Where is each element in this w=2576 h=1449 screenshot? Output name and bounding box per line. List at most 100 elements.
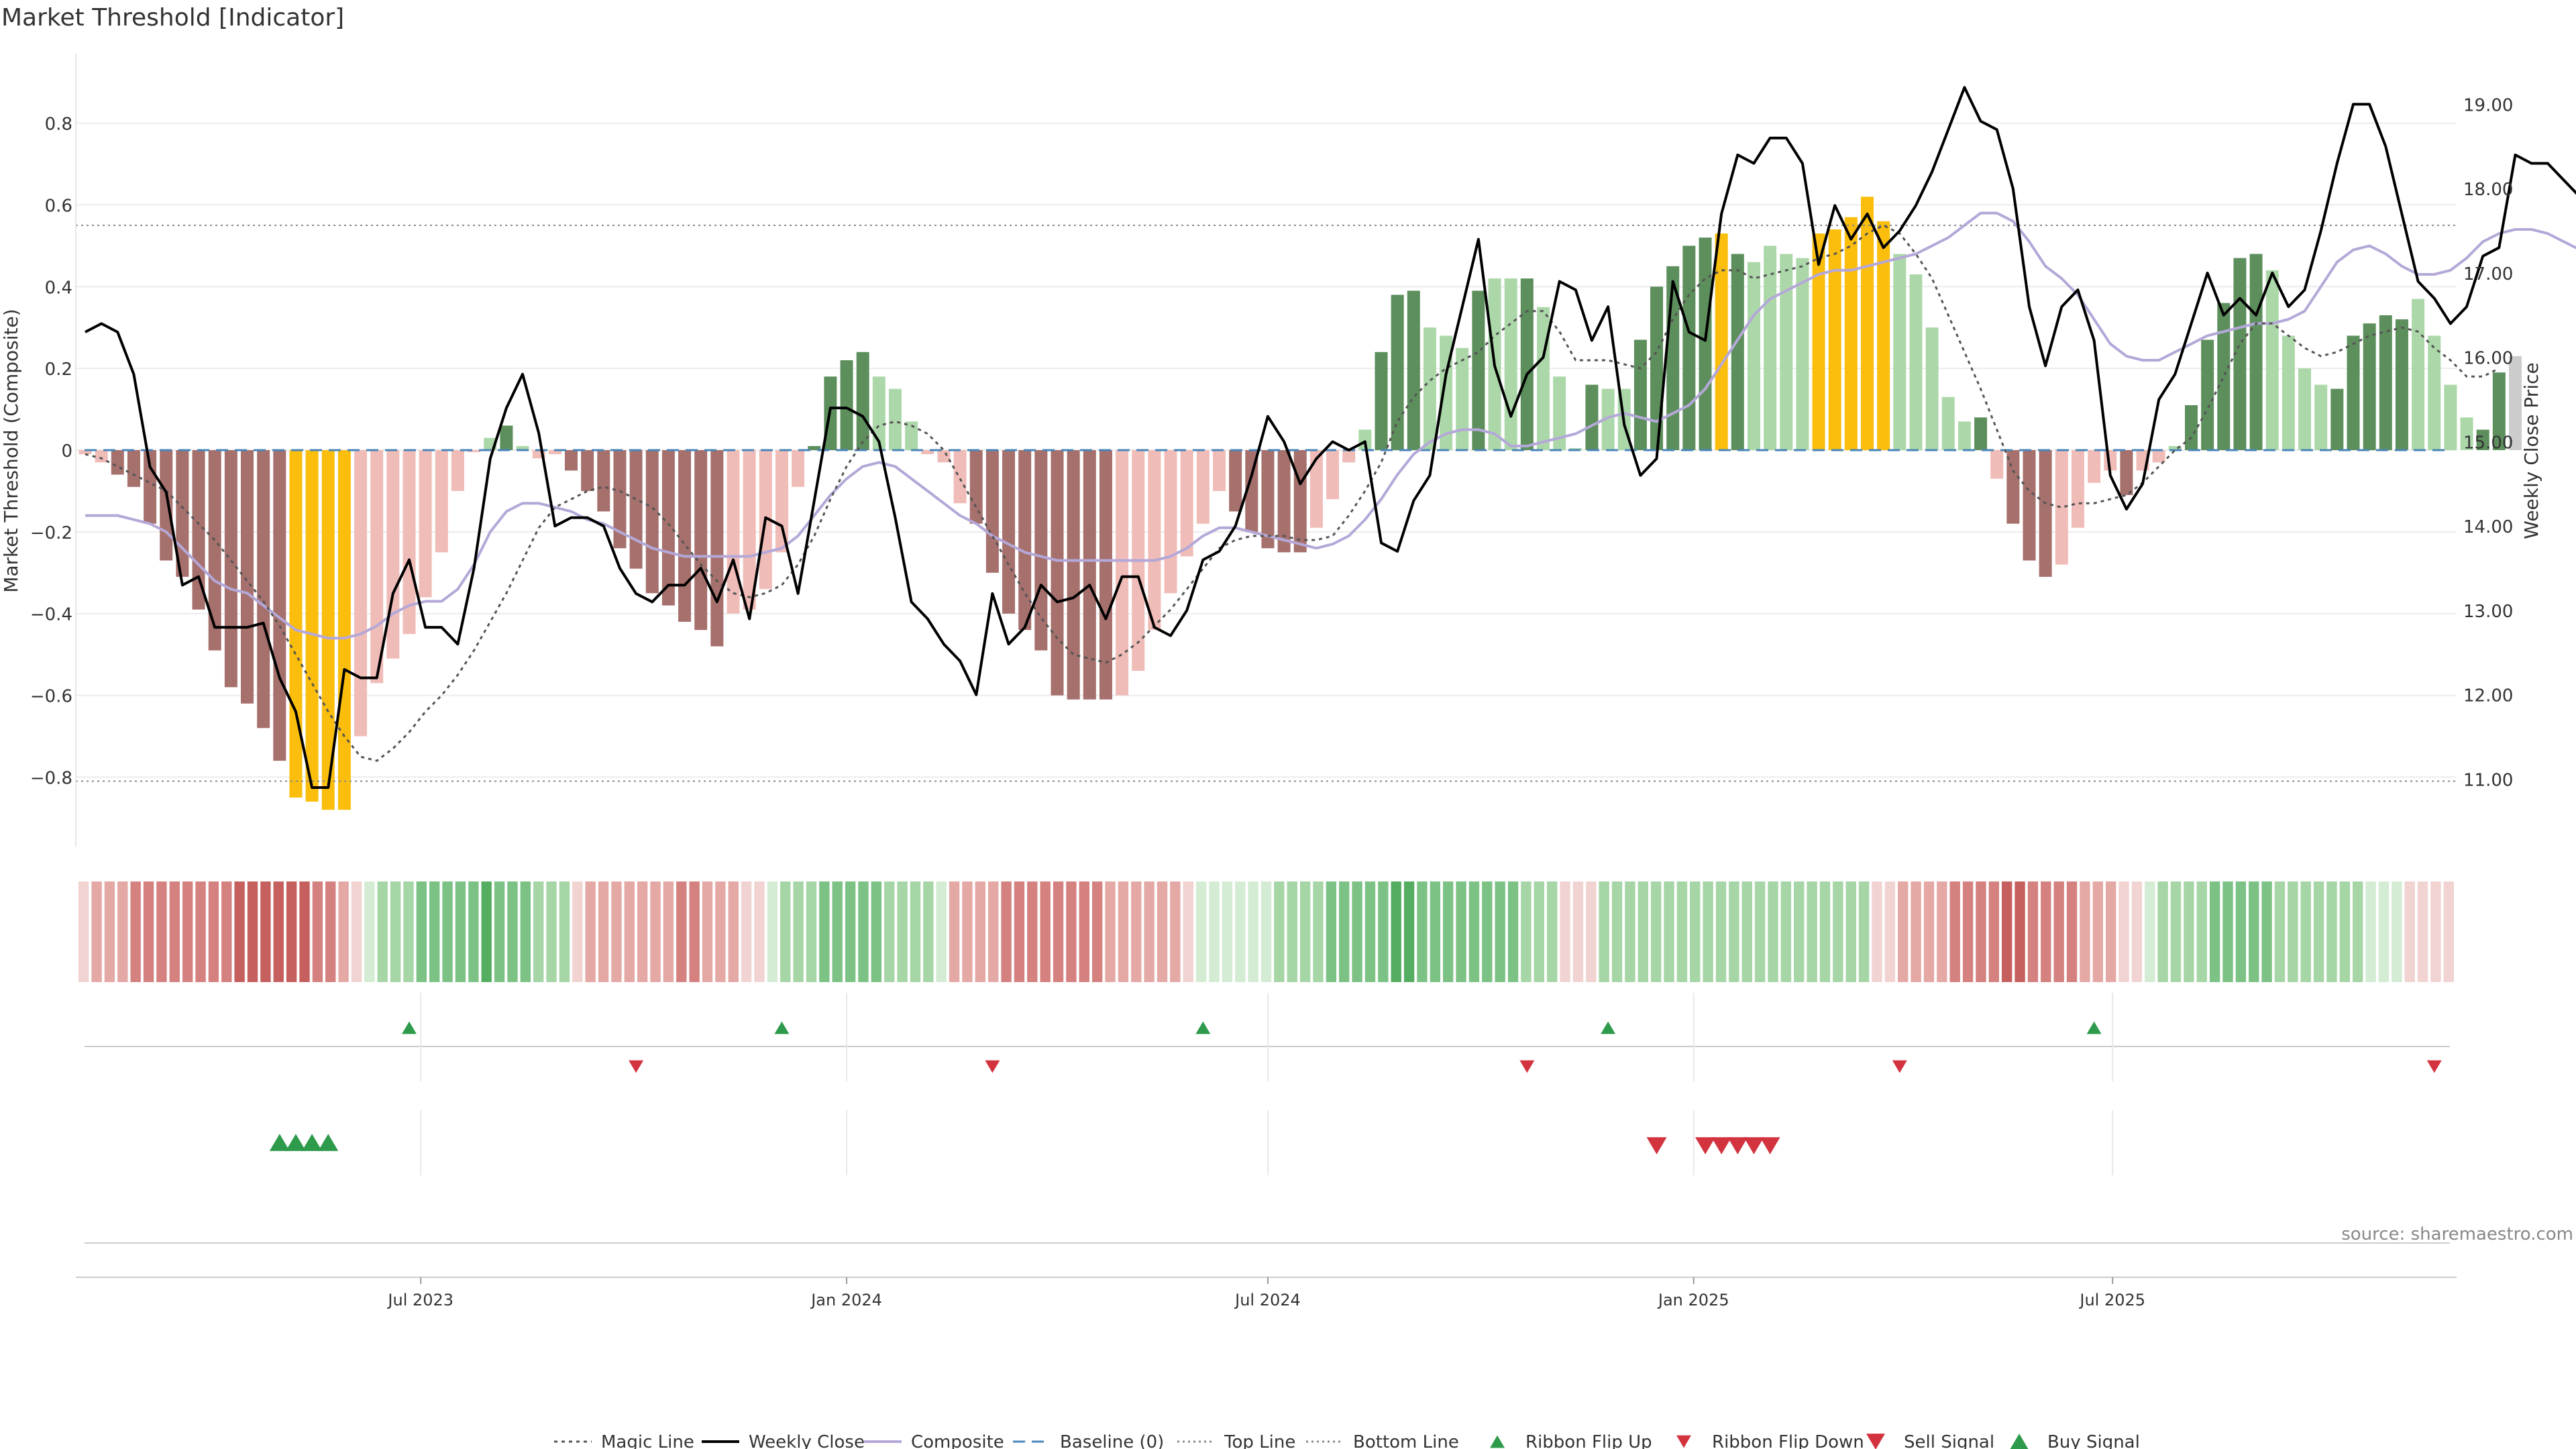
ribbon-cell [1754, 881, 1766, 982]
right-tick-label: 19.00 [2463, 95, 2513, 115]
ribbon-cell [429, 881, 440, 982]
ribbon-cell [1949, 881, 1960, 982]
legend-swatch [1490, 1435, 1505, 1448]
ribbon-cell [468, 881, 479, 982]
signal-panel [269, 1134, 1780, 1155]
ribbon-cell [559, 881, 570, 982]
ribbon-cell [624, 881, 635, 982]
ribbon-cell [1625, 881, 1635, 982]
bar [2120, 450, 2133, 496]
bar [743, 450, 756, 610]
ribbon-cell [1053, 881, 1064, 982]
ribbon-cell [962, 881, 973, 982]
bar [1812, 233, 1825, 450]
bar [1731, 254, 1744, 450]
legend-item: Buy Signal [2010, 1432, 2140, 1449]
ribbon-cell [2249, 881, 2259, 982]
bar [78, 450, 92, 455]
bar [305, 450, 319, 802]
ribbon-cell [988, 881, 999, 982]
ribbon-cell [1443, 881, 1454, 982]
ribbon-cell [1391, 881, 1401, 982]
ribbon-cell [2365, 881, 2376, 982]
ribbon-flip-up-marker [402, 1021, 417, 1034]
bar [775, 450, 788, 553]
ribbon-cell [1482, 881, 1493, 982]
ribbon-cell [1131, 881, 1142, 982]
bar [1342, 450, 1356, 463]
ribbon-cell [481, 881, 492, 982]
ribbon-flip-up-marker [774, 1021, 790, 1034]
bar [451, 450, 464, 491]
bar [645, 450, 659, 594]
bar [1633, 339, 1647, 450]
ribbon-cell [2326, 881, 2337, 982]
ribbon-cell [1091, 881, 1103, 982]
left-tick-label: 0.2 [45, 360, 72, 380]
right-tick-label: 14.00 [2463, 517, 2513, 537]
ribbon-cell [1274, 881, 1285, 982]
bar [921, 450, 934, 455]
ribbon-cell [1456, 881, 1466, 982]
ribbon-cell [1780, 881, 1792, 982]
ribbon-cell [1222, 881, 1233, 982]
ribbon-cell [1183, 881, 1193, 982]
ribbon-cell [195, 881, 206, 982]
ribbon-cell [377, 881, 388, 982]
ribbon-cell [2118, 881, 2129, 982]
legend-label: Baseline (0) [1060, 1432, 1164, 1449]
buy-signal-marker [318, 1134, 339, 1151]
bar [2444, 384, 2457, 450]
bar [337, 450, 351, 810]
ribbon-cell [221, 881, 232, 982]
bar [953, 450, 967, 504]
bar [1326, 450, 1340, 500]
ribbon-cell [234, 881, 245, 982]
bar [2071, 450, 2084, 528]
ribbon-cell [975, 881, 986, 982]
ribbon-cell [1768, 881, 1778, 982]
bar [1877, 221, 1890, 450]
ribbon-cell [2092, 881, 2103, 982]
x-axis: Jul 2023 Jan 2024 Jul 2024 Jan 2025 Jul 2025 [76, 993, 2457, 1309]
legend-label: Ribbon Flip Down [1712, 1432, 1864, 1449]
bar [1358, 429, 1372, 450]
right-axis-label: Weekly Close Price [2520, 362, 2542, 539]
ribbon-cell [884, 881, 895, 982]
right-axis-ticks: 11.00 12.00 13.00 14.00 15.00 16.00 17.00 18.00… [2463, 95, 2513, 790]
ribbon-cell [1911, 881, 1921, 982]
ribbon-cell [2443, 881, 2454, 982]
ribbon-cell [2041, 881, 2051, 982]
ribbon-cell [520, 881, 531, 982]
ribbon-cell [1260, 881, 1272, 982]
bar [2168, 445, 2182, 450]
ribbon-flip-down-marker [1519, 1060, 1535, 1073]
bar [2055, 450, 2068, 565]
bar [500, 425, 513, 450]
ribbon-cell [2313, 881, 2324, 982]
bar [468, 450, 481, 453]
left-tick-label: 0.8 [45, 115, 72, 135]
ribbon-cell [130, 881, 141, 982]
ribbon-cell [2145, 881, 2155, 982]
bar [1261, 450, 1275, 549]
ribbon-cell [2131, 881, 2143, 982]
bar [2249, 254, 2263, 450]
buy-signal-marker [269, 1134, 290, 1151]
ribbon-cell [2170, 881, 2182, 982]
ribbon-cell [650, 881, 661, 982]
ribbon-cell [793, 881, 804, 982]
bar [872, 376, 885, 450]
bar [840, 360, 853, 450]
x-tick-label: Jul 2024 [1234, 1291, 1301, 1309]
sell-signal-marker [1760, 1137, 1780, 1155]
ribbon-cell [663, 881, 674, 982]
ribbon-cell [702, 881, 713, 982]
ribbon-cell [442, 881, 453, 982]
left-tick-label: −0.6 [30, 687, 72, 707]
ribbon-cell [2378, 881, 2390, 982]
ribbon-cell [936, 881, 947, 982]
bar [192, 450, 205, 610]
bar [1456, 347, 1469, 450]
